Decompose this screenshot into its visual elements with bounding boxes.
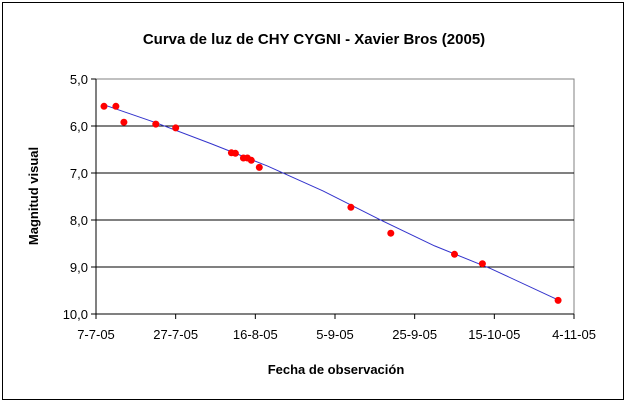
data-point: [554, 296, 562, 304]
y-axis-label: Magnitud visual: [26, 147, 41, 245]
data-point: [478, 260, 486, 268]
x-tick-label: 15-10-05: [468, 327, 520, 342]
data-point: [347, 203, 355, 211]
data-point: [451, 250, 458, 258]
data-point: [152, 120, 160, 128]
x-tick-label: 27-7-05: [153, 327, 198, 342]
x-tick-label: 5-9-05: [316, 327, 354, 342]
y-tick-label: 7,0: [70, 166, 88, 181]
x-tick-label: 16-8-05: [233, 327, 278, 342]
y-tick-label: 8,0: [70, 213, 88, 228]
data-point: [387, 229, 395, 237]
data-point: [100, 102, 108, 110]
x-ticks: 7-7-05 27-7-05 16-8-05 5-9-05 25-9-05 15-10-0…: [77, 314, 596, 342]
data-point: [255, 163, 263, 171]
data-point: [247, 156, 255, 164]
y-tick-label: 9,0: [70, 260, 88, 275]
data-points: [100, 102, 562, 304]
y-ticks: 5,0 6,0 7,0 8,0 9,0 10,0: [63, 72, 96, 322]
y-tick-label: 6,0: [70, 119, 88, 134]
y-tick-label: 10,0: [63, 307, 88, 322]
x-tick-label: 4-11-05: [552, 327, 596, 342]
y-tick-label: 5,0: [70, 72, 88, 87]
data-point: [120, 118, 128, 126]
x-axis-label: Fecha de observación: [268, 362, 405, 377]
chart-title: Curva de luz de CHY CYGNI - Xavier Bros …: [143, 31, 485, 48]
x-tick-label: 7-7-05: [77, 327, 115, 342]
data-point: [231, 149, 239, 157]
data-point: [172, 124, 180, 132]
data-point: [112, 102, 120, 110]
x-tick-label: 25-9-05: [392, 327, 437, 342]
